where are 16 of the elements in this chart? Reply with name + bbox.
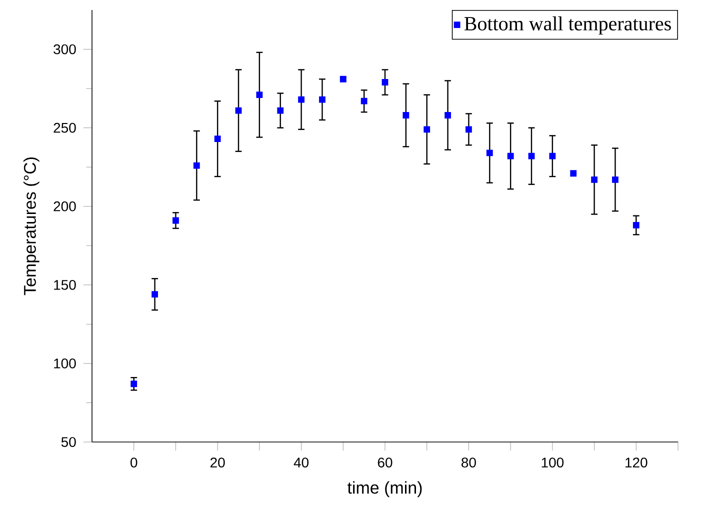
y-tick-label: 100 bbox=[54, 358, 76, 368]
x-tick-label: 60 bbox=[378, 458, 392, 468]
x-tick-label: 20 bbox=[210, 458, 225, 468]
x-tick-label: 120 bbox=[626, 458, 648, 468]
legend-label: Bottom wall temperatures bbox=[464, 16, 671, 35]
x-tick-label: 40 bbox=[294, 458, 309, 468]
x-axis-title: time (min) bbox=[347, 481, 422, 498]
y-axis-title: Temperatures (°C) bbox=[23, 158, 40, 296]
y-tick-label: 50 bbox=[61, 437, 76, 447]
y-tick-label: 250 bbox=[54, 122, 76, 133]
y-tick-label: 200 bbox=[54, 201, 76, 212]
x-tick-label: 80 bbox=[462, 458, 476, 468]
x-tick-label: 0 bbox=[130, 458, 138, 468]
y-tick-label: 150 bbox=[54, 280, 76, 290]
x-tick-label: 100 bbox=[542, 458, 564, 468]
y-tick-label: 300 bbox=[54, 44, 76, 54]
